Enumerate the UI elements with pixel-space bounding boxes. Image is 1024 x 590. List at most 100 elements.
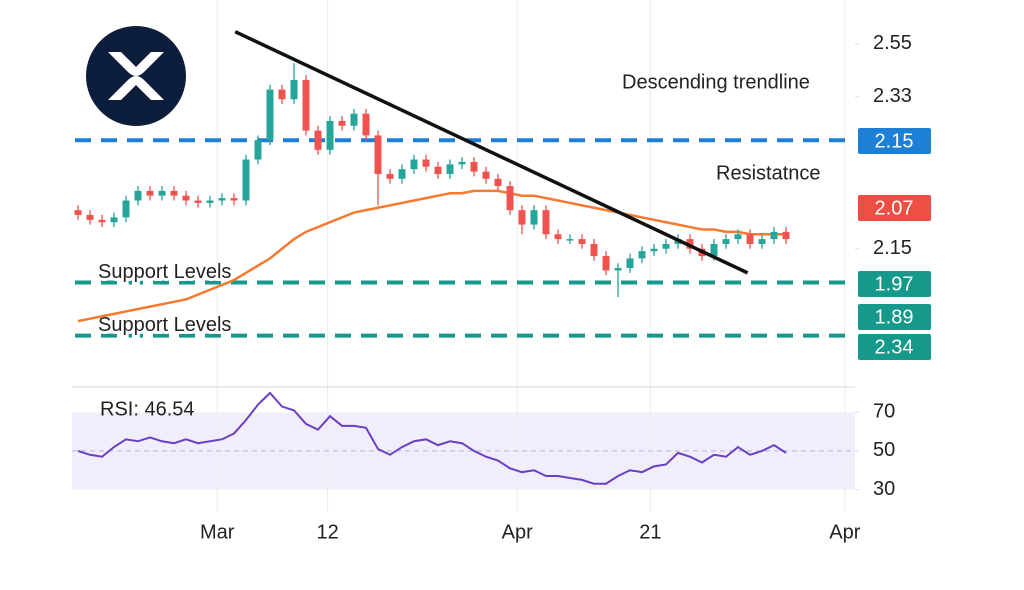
candle-body bbox=[458, 161, 466, 165]
price-tag-label: 2.34 bbox=[875, 336, 914, 358]
candle bbox=[482, 166, 490, 184]
candle bbox=[290, 63, 298, 105]
candle-body bbox=[722, 239, 730, 244]
candle bbox=[614, 263, 622, 297]
candle bbox=[218, 193, 226, 206]
candle bbox=[458, 157, 466, 170]
candle bbox=[122, 195, 130, 223]
candle bbox=[158, 186, 166, 201]
rsi-label: RSI: 46.54 bbox=[100, 398, 195, 420]
candle-body bbox=[110, 217, 118, 223]
candle-body bbox=[578, 239, 586, 244]
candle-body bbox=[86, 214, 94, 220]
candle-body bbox=[530, 210, 538, 225]
candle bbox=[374, 130, 382, 206]
candle bbox=[110, 212, 118, 228]
candle-body bbox=[782, 231, 790, 240]
candle-body bbox=[254, 140, 262, 160]
candle-body bbox=[398, 169, 406, 179]
x-tick-label: Apr bbox=[829, 521, 860, 543]
candle-body bbox=[422, 159, 430, 167]
price-tag bbox=[858, 128, 931, 154]
candle-body bbox=[734, 234, 742, 240]
candle bbox=[386, 169, 394, 184]
candle bbox=[206, 195, 214, 208]
candle bbox=[242, 154, 250, 206]
candle-body bbox=[266, 89, 274, 141]
candle-body bbox=[518, 210, 526, 225]
candle bbox=[566, 234, 574, 244]
candle-body bbox=[278, 89, 286, 100]
candle-body bbox=[542, 210, 550, 235]
candle bbox=[86, 210, 94, 225]
candle bbox=[758, 234, 766, 249]
candle-body bbox=[158, 190, 166, 196]
candle bbox=[266, 84, 274, 146]
candle-body bbox=[590, 243, 598, 256]
rsi-line bbox=[77, 391, 787, 485]
candle bbox=[506, 181, 514, 215]
candle bbox=[302, 75, 310, 136]
candle bbox=[326, 116, 334, 155]
annotation: Descending trendline bbox=[622, 71, 810, 93]
candle bbox=[770, 227, 778, 244]
candle bbox=[98, 214, 106, 228]
candle bbox=[350, 108, 358, 131]
x-tick-label: Mar bbox=[200, 521, 235, 543]
candle-body bbox=[626, 258, 634, 269]
candle-body bbox=[746, 234, 754, 244]
candle bbox=[518, 205, 526, 235]
price-tag bbox=[858, 304, 931, 330]
candle-body bbox=[134, 190, 142, 201]
candle bbox=[494, 173, 502, 191]
logo bbox=[86, 26, 186, 126]
x-tick-label: 12 bbox=[316, 521, 338, 543]
candle-body bbox=[446, 164, 454, 174]
candle bbox=[722, 234, 730, 249]
candle-body bbox=[146, 190, 154, 196]
price-tag bbox=[858, 195, 931, 221]
candle bbox=[410, 154, 418, 174]
candle-body bbox=[554, 234, 562, 240]
candle bbox=[338, 116, 346, 131]
candle-body bbox=[374, 135, 382, 174]
candle-body bbox=[650, 248, 658, 252]
candle bbox=[734, 229, 742, 244]
price-tag bbox=[858, 334, 931, 360]
candle bbox=[542, 205, 550, 240]
annotation: Resistatnce bbox=[716, 162, 821, 184]
candle bbox=[254, 135, 262, 165]
candle-body bbox=[614, 268, 622, 271]
candle-body bbox=[338, 120, 346, 126]
price-tag bbox=[858, 271, 931, 297]
candle bbox=[194, 195, 202, 208]
candle-body bbox=[434, 166, 442, 174]
candle-body bbox=[74, 210, 82, 215]
candle bbox=[554, 229, 562, 244]
candle-body bbox=[194, 200, 202, 203]
candle bbox=[434, 161, 442, 179]
logo-mark bbox=[108, 52, 164, 100]
candle-body bbox=[602, 255, 610, 271]
x-tick-label: 21 bbox=[639, 521, 661, 543]
candle-body bbox=[662, 243, 670, 249]
candle-body bbox=[206, 200, 214, 203]
y-tick-label: 2.33 bbox=[873, 85, 912, 107]
candle-body bbox=[230, 198, 238, 201]
price-tag-label: 2.15 bbox=[875, 130, 914, 152]
candle bbox=[182, 190, 190, 206]
candle-body bbox=[494, 178, 502, 187]
candle-body bbox=[350, 113, 358, 126]
candle bbox=[470, 157, 478, 177]
candle bbox=[662, 239, 670, 254]
candle-body bbox=[218, 198, 226, 201]
price-tag-label: 2.07 bbox=[875, 197, 914, 219]
price-tag-label: 1.89 bbox=[875, 306, 914, 328]
candle bbox=[638, 246, 646, 264]
candle bbox=[146, 186, 154, 201]
candle bbox=[578, 234, 586, 249]
candle bbox=[398, 164, 406, 184]
candle bbox=[746, 229, 754, 249]
x-tick-label: Apr bbox=[502, 521, 533, 543]
